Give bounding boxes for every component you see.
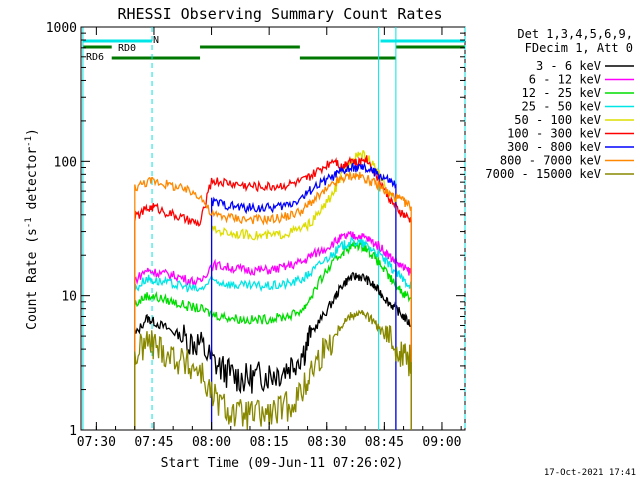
x-tick-label: 08:15: [250, 435, 289, 450]
series-layer: [134, 150, 412, 430]
plot-frame: [80, 26, 466, 431]
x-axis-label: Start Time (09-Jun-11 07:26:02): [161, 456, 404, 471]
flag-label-rd0: RD0: [118, 43, 136, 54]
x-tick-label: 07:30: [77, 435, 116, 450]
x-tick-label: 08:45: [365, 435, 404, 450]
y-axis-label-sup2: -1: [24, 136, 34, 147]
y-tick-label: 1: [69, 424, 77, 439]
legend-header-2: FDecim 1, Att 0: [525, 41, 633, 55]
legend-label: 300 - 800 keV: [507, 140, 601, 154]
x-tick-label: 08:00: [192, 435, 231, 450]
x-tick-label: 07:45: [134, 435, 173, 450]
legend-label: 50 - 100 keV: [514, 113, 601, 127]
series-line: [134, 171, 412, 430]
series-line: [134, 236, 412, 430]
flag-label-rd6: RD6: [86, 52, 104, 63]
series-line: [210, 162, 397, 430]
series-line: [134, 271, 412, 430]
y-axis-label: Count Rate (s-1 detector-1): [24, 128, 40, 330]
y-tick-label: 10: [61, 290, 77, 305]
series-line: [134, 155, 412, 430]
series-line: [210, 150, 397, 430]
legend-label: 25 - 50 keV: [522, 100, 601, 114]
legend-label: 3 - 6 keV: [536, 59, 601, 73]
legend-label: 7000 - 15000 keV: [485, 167, 601, 181]
y-axis-label-sup1: -1: [24, 217, 34, 228]
y-tick-label: 1000: [46, 21, 77, 36]
legend-header-1: Det 1,3,4,5,6,9,: [517, 27, 633, 41]
y-axis-label-main: Count Rate (s: [25, 228, 40, 330]
series-line: [134, 309, 412, 430]
y-axis-label-end: ): [25, 128, 40, 136]
legend-label: 6 - 12 keV: [529, 73, 601, 87]
y-axis-label-mid: detector: [25, 147, 40, 218]
x-tick-label: 09:00: [422, 435, 461, 450]
chart-title: RHESSI Observing Summary Count Rates: [117, 5, 442, 23]
legend: Det 1,3,4,5,6,9, FDecim 1, Att 0 3 - 6 k…: [485, 27, 634, 181]
series-line: [134, 230, 412, 430]
legend-label: 100 - 300 keV: [507, 127, 601, 141]
axes: 07:30 07:45 08:00 08:15 08:30 08:45 09:00 1 10 10…: [46, 21, 465, 450]
legend-label: 12 - 25 keV: [522, 86, 601, 100]
y-tick-label: 100: [54, 155, 77, 170]
legend-label: 800 - 7000 keV: [500, 154, 601, 168]
x-tick-label: 08:30: [307, 435, 346, 450]
plot-area: [80, 26, 466, 431]
date-stamp: 17-Oct-2021 17:41: [544, 468, 636, 478]
flag-label-n: N: [153, 35, 159, 46]
flag-bars: RD0 RD6 N: [82, 27, 466, 430]
